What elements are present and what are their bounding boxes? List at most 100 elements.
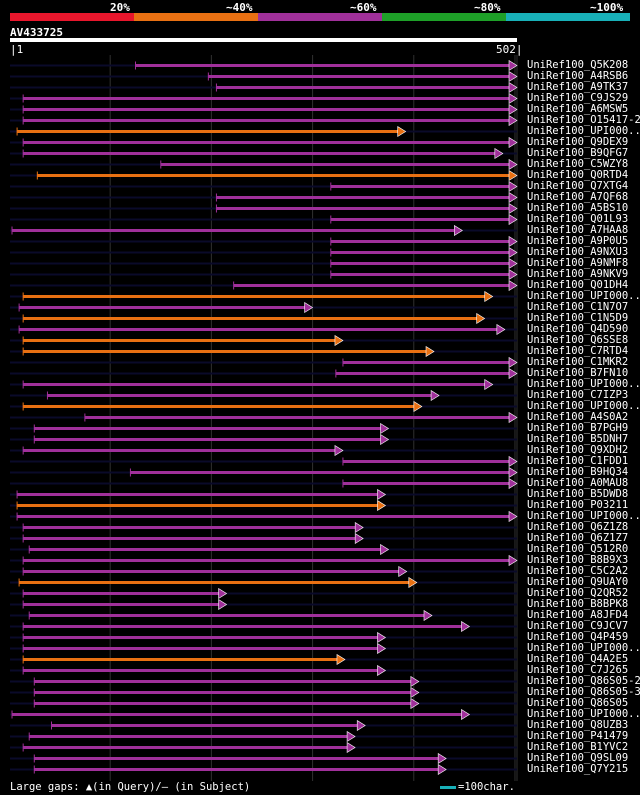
hit-bar[interactable] bbox=[23, 339, 336, 342]
hit-bar[interactable] bbox=[47, 394, 433, 397]
hit-label[interactable]: UniRef100_C9JCV7 bbox=[527, 620, 629, 632]
hit-bar[interactable] bbox=[12, 713, 463, 716]
hit-bar[interactable] bbox=[23, 746, 349, 749]
hit-bar[interactable] bbox=[29, 548, 382, 551]
hit-bar[interactable] bbox=[23, 647, 379, 650]
hit-label[interactable]: UniRef100_UPI000.. bbox=[527, 642, 640, 654]
hit-bar[interactable] bbox=[34, 438, 382, 441]
hit-bar[interactable] bbox=[23, 350, 428, 353]
hit-label[interactable]: UniRef100_C1N7O7 bbox=[527, 301, 629, 313]
hit-label[interactable]: UniRef100_Q9SL09 bbox=[527, 752, 629, 764]
hit-bar[interactable] bbox=[330, 218, 510, 221]
hit-bar[interactable] bbox=[130, 471, 510, 474]
hit-bar[interactable] bbox=[135, 64, 510, 67]
hit-label[interactable]: UniRef100_Q9UAY0 bbox=[527, 576, 629, 588]
hit-label[interactable]: UniRef100_C1N5D9 bbox=[527, 312, 629, 324]
hit-bar[interactable] bbox=[23, 537, 357, 540]
hit-label[interactable]: UniRef100_Q86S05-3 bbox=[527, 686, 640, 698]
hit-bar[interactable] bbox=[34, 691, 412, 694]
hit-label[interactable]: UniRef100_UPI000.. bbox=[527, 290, 640, 302]
hit-label[interactable]: UniRef100_UPI000.. bbox=[527, 378, 640, 390]
hit-bar[interactable] bbox=[23, 405, 415, 408]
hit-label[interactable]: UniRef100_Q7XTG4 bbox=[527, 180, 629, 192]
hit-label[interactable]: UniRef100_A6MSW5 bbox=[527, 103, 629, 115]
hit-bar[interactable] bbox=[19, 581, 410, 584]
hit-label[interactable]: UniRef100_B5DNH7 bbox=[527, 433, 629, 445]
hit-label[interactable]: UniRef100_P03211 bbox=[527, 499, 629, 511]
hit-bar[interactable] bbox=[23, 526, 357, 529]
hit-bar[interactable] bbox=[330, 185, 510, 188]
hit-bar[interactable] bbox=[34, 768, 440, 771]
hit-bar[interactable] bbox=[216, 196, 510, 199]
hit-label[interactable]: UniRef100_A7HAA8 bbox=[527, 224, 629, 236]
hit-bar[interactable] bbox=[23, 108, 510, 111]
hit-bar[interactable] bbox=[17, 504, 379, 507]
hit-label[interactable]: UniRef100_A8JFD4 bbox=[527, 609, 629, 621]
hit-bar[interactable] bbox=[23, 603, 220, 606]
hit-label[interactable]: UniRef100_A5BS10 bbox=[527, 202, 629, 214]
hit-bar[interactable] bbox=[23, 97, 510, 100]
hit-bar[interactable] bbox=[330, 251, 510, 254]
hit-label[interactable]: UniRef100_B9QFG7 bbox=[527, 147, 629, 159]
hit-label[interactable]: UniRef100_B5DWD8 bbox=[527, 488, 629, 500]
hit-bar[interactable] bbox=[19, 328, 498, 331]
hit-label[interactable]: UniRef100_C7IZP3 bbox=[527, 389, 629, 401]
hit-label[interactable]: UniRef100_Q9DEX9 bbox=[527, 136, 629, 148]
hit-label[interactable]: UniRef100_A0MAU8 bbox=[527, 477, 629, 489]
hit-bar[interactable] bbox=[160, 163, 510, 166]
hit-label[interactable]: UniRef100_C7J265 bbox=[527, 664, 629, 676]
hit-bar[interactable] bbox=[23, 636, 379, 639]
hit-label[interactable]: UniRef100_A9P0U5 bbox=[527, 235, 629, 247]
hit-bar[interactable] bbox=[233, 284, 510, 287]
hit-label[interactable]: UniRef100_C1FDD1 bbox=[527, 455, 629, 467]
hit-bar[interactable] bbox=[19, 306, 306, 309]
hit-bar[interactable] bbox=[51, 724, 359, 727]
hit-bar[interactable] bbox=[34, 702, 412, 705]
hit-label[interactable]: UniRef100_P41479 bbox=[527, 730, 629, 742]
hit-bar[interactable] bbox=[34, 757, 440, 760]
hit-label[interactable]: UniRef100_Q9XDH2 bbox=[527, 444, 629, 456]
hit-label[interactable]: UniRef100_UPI000.. bbox=[527, 708, 640, 720]
hit-label[interactable]: UniRef100_B7PGH9 bbox=[527, 422, 629, 434]
hit-label[interactable]: UniRef100_C5C2A2 bbox=[527, 565, 629, 577]
hit-label[interactable]: UniRef100_UPI000.. bbox=[527, 510, 640, 522]
hit-label[interactable]: UniRef100_C7RTD4 bbox=[527, 345, 629, 357]
hit-label[interactable]: UniRef100_Q4A2E5 bbox=[527, 653, 629, 665]
hit-bar[interactable] bbox=[23, 592, 220, 595]
hit-label[interactable]: UniRef100_B8B9X3 bbox=[527, 554, 629, 566]
hit-label[interactable]: UniRef100_B8BPK8 bbox=[527, 598, 629, 610]
hit-label[interactable]: UniRef100_A7QF68 bbox=[527, 191, 629, 203]
hit-bar[interactable] bbox=[23, 383, 486, 386]
hit-bar[interactable] bbox=[23, 317, 478, 320]
hit-label[interactable]: UniRef100_B7FN10 bbox=[527, 367, 629, 379]
hit-bar[interactable] bbox=[23, 152, 496, 155]
hit-bar[interactable] bbox=[29, 614, 425, 617]
hit-bar[interactable] bbox=[342, 361, 510, 364]
hit-label[interactable]: UniRef100_A9TK37 bbox=[527, 81, 629, 93]
hit-label[interactable]: UniRef100_Q01L93 bbox=[527, 213, 629, 225]
hit-bar[interactable] bbox=[29, 735, 349, 738]
hit-label[interactable]: UniRef100_A4RSB6 bbox=[527, 70, 629, 82]
hit-label[interactable]: UniRef100_C9JS29 bbox=[527, 92, 629, 104]
hit-bar[interactable] bbox=[37, 174, 510, 177]
hit-label[interactable]: UniRef100_A9NXU3 bbox=[527, 246, 629, 258]
hit-label[interactable]: UniRef100_Q6Z1Z7 bbox=[527, 532, 629, 544]
hit-bar[interactable] bbox=[335, 372, 510, 375]
hit-label[interactable]: UniRef100_Q7Y215 bbox=[527, 763, 629, 775]
hit-bar[interactable] bbox=[216, 207, 510, 210]
hit-label[interactable]: UniRef100_Q6SSE8 bbox=[527, 334, 629, 346]
hit-bar[interactable] bbox=[330, 273, 510, 276]
hit-label[interactable]: UniRef100_UPI000.. bbox=[527, 400, 640, 412]
hit-label[interactable]: UniRef100_Q6Z1Z8 bbox=[527, 521, 629, 533]
hit-bar[interactable] bbox=[23, 119, 510, 122]
hit-label[interactable]: UniRef100_UPI000.. bbox=[527, 125, 640, 137]
hit-label[interactable]: UniRef100_Q2QR52 bbox=[527, 587, 629, 599]
hit-label[interactable]: UniRef100_Q8UZB3 bbox=[527, 719, 629, 731]
hit-label[interactable]: UniRef100_Q5K208 bbox=[527, 59, 629, 71]
hit-bar[interactable] bbox=[23, 570, 400, 573]
hit-label[interactable]: UniRef100_Q4P459 bbox=[527, 631, 629, 643]
hit-label[interactable]: UniRef100_A9NMF8 bbox=[527, 257, 629, 269]
hit-label[interactable]: UniRef100_B9HQ34 bbox=[527, 466, 629, 478]
hit-label[interactable]: UniRef100_Q86S05-2 bbox=[527, 675, 640, 687]
hit-label[interactable]: UniRef100_A4S0A2 bbox=[527, 411, 629, 423]
